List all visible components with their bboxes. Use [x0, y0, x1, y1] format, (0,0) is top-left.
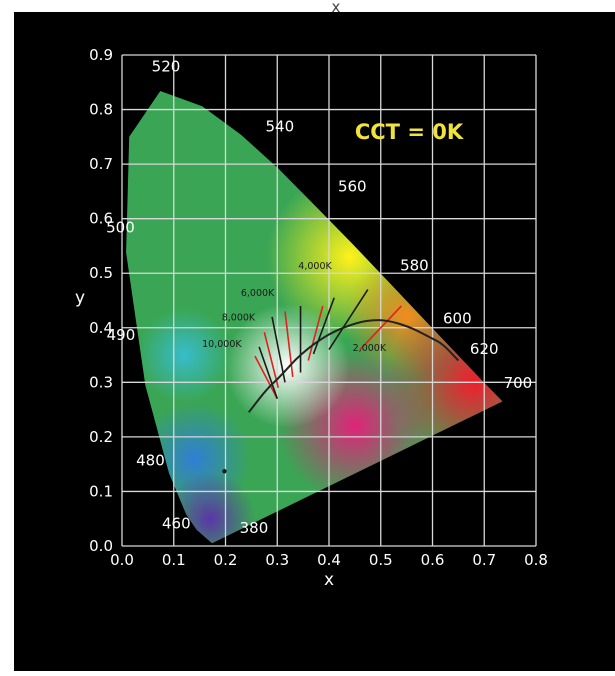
top-stray-label: x	[332, 0, 341, 16]
x-tick-label: 0.8	[524, 551, 548, 569]
isotherm-line	[263, 331, 280, 388]
isotherm-line	[284, 311, 294, 377]
x-tick-label: 0.4	[317, 551, 341, 569]
cct-label: 8,000K	[222, 313, 256, 324]
wavelength-label: 520	[152, 57, 181, 75]
cct-labels: 10,000K 8,000K 6,000K 4,000K 2,000K	[202, 261, 387, 354]
x-tick-label: 0.6	[421, 551, 445, 569]
x-tick-label: 0.3	[265, 551, 289, 569]
y-tick-label: 0.7	[89, 155, 113, 173]
x-tick-label: 0.2	[214, 551, 238, 569]
cct-label: 4,000K	[298, 261, 332, 272]
isotherm-line	[307, 305, 324, 361]
x-tick-label: 0.7	[472, 551, 496, 569]
planckian-locus-curve	[248, 319, 460, 413]
isotherm-line	[271, 316, 286, 383]
chart-title: CCT = 0K	[355, 120, 464, 144]
marker-dot	[222, 469, 227, 474]
y-tick-label: 0.6	[89, 210, 113, 228]
marker-points	[222, 469, 227, 474]
y-tick-label: 0.2	[89, 428, 113, 446]
isotherm-line	[312, 297, 335, 355]
isotherm-line	[254, 355, 278, 400]
wavelength-labels: 520 540 560 580 600 620 700 500 490 480 460 380	[106, 57, 532, 537]
y-tick-label: 0.0	[89, 537, 113, 555]
wavelength-label: 580	[400, 256, 429, 274]
y-tick-label: 0.8	[89, 101, 113, 119]
wavelength-label: 560	[338, 177, 367, 195]
wavelength-label: 600	[443, 309, 472, 327]
isotherm-line	[328, 289, 369, 351]
y-tick-label: 0.1	[89, 482, 113, 500]
cct-label: 2,000K	[353, 343, 387, 354]
isotherm-lines	[254, 289, 403, 400]
y-tick-label: 0.5	[89, 264, 113, 282]
cct-label: 10,000K	[202, 339, 242, 350]
axis-tick-labels: 0.0 0.1 0.2 0.3 0.4 0.5 0.6 0.7 0.8 0.0 0.1 0.2 0.3 0…	[89, 46, 548, 569]
wavelength-label: 460	[162, 515, 191, 533]
isotherm-line	[359, 305, 403, 351]
wavelength-label: 500	[106, 218, 135, 236]
y-tick-label: 0.3	[89, 373, 113, 391]
isotherm-line	[258, 346, 279, 399]
wavelength-label: 380	[240, 519, 269, 537]
y-tick-label: 0.4	[89, 319, 113, 337]
x-tick-label: 0.0	[110, 551, 134, 569]
x-tick-label: 0.5	[369, 551, 393, 569]
wavelength-label: 480	[136, 451, 165, 469]
wavelength-label: 490	[107, 326, 136, 344]
wavelength-label: 540	[266, 117, 295, 135]
cct-label: 6,000K	[241, 288, 275, 299]
y-axis-label: y	[75, 288, 85, 308]
x-axis-label: x	[324, 570, 334, 590]
grid	[121, 54, 537, 547]
x-tick-label: 0.1	[162, 551, 186, 569]
wavelength-label: 700	[504, 374, 533, 392]
y-tick-label: 0.9	[89, 46, 113, 64]
wavelength-label: 620	[470, 340, 499, 358]
